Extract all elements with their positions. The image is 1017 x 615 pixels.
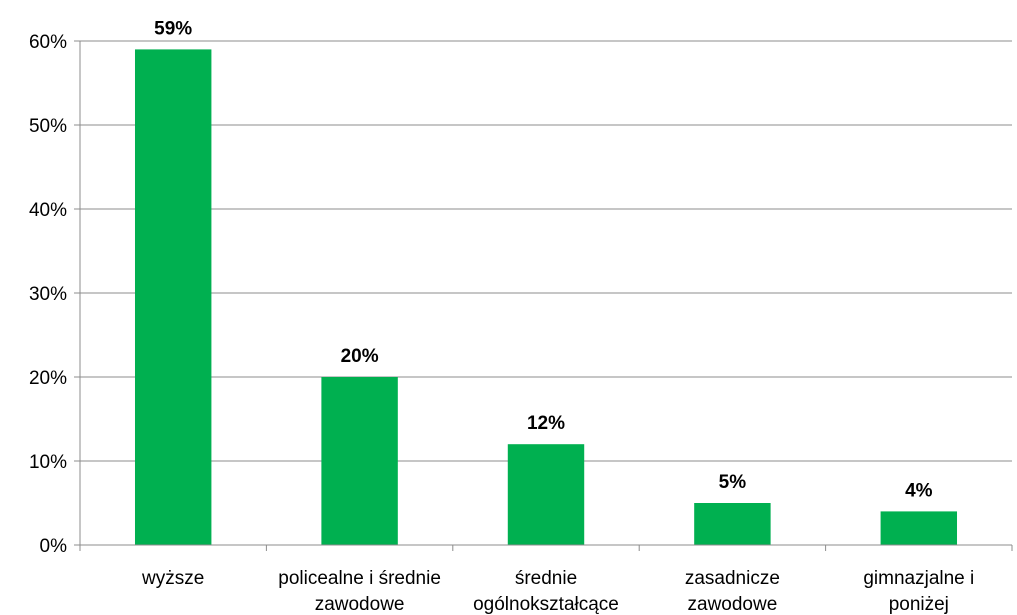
- category-label-line: zasadnicze: [685, 568, 780, 589]
- bar: [694, 503, 771, 545]
- category-labels: wyższe policealne i średnie zawodowe średni…: [141, 568, 974, 615]
- category-label-line: ogólnokształcące: [473, 594, 619, 615]
- category-label-line: zawodowe: [688, 594, 778, 615]
- data-labels: 59% 20% 12% 5% 4%: [154, 18, 932, 501]
- y-tick-label: 0%: [40, 536, 68, 557]
- category-label-line: wyższe: [141, 568, 204, 589]
- bar: [321, 377, 398, 545]
- category-label-line: gimnazjalne i: [863, 568, 974, 589]
- gridlines: [80, 40, 1012, 462]
- data-label: 59%: [154, 18, 192, 39]
- y-tick-label: 10%: [29, 452, 67, 473]
- category-label: wyższe: [141, 568, 204, 589]
- data-label: 12%: [527, 413, 565, 434]
- y-tick-label: 60%: [29, 32, 67, 53]
- category-label: gimnazjalne i poniżej: [863, 568, 974, 615]
- category-label-line: zawodowe: [315, 594, 405, 615]
- category-label: średnie ogólnokształcące: [473, 568, 619, 615]
- axes: [74, 40, 1013, 551]
- y-tick-label: 50%: [29, 116, 67, 137]
- category-label-line: średnie: [515, 568, 577, 589]
- data-label: 4%: [905, 480, 933, 501]
- bar: [507, 444, 585, 545]
- category-label-line: policealne i średnie: [278, 568, 441, 589]
- y-tick-label: 30%: [29, 284, 67, 305]
- y-tick-labels: 0% 10% 20% 30% 40% 50% 60%: [29, 32, 67, 557]
- category-label: policealne i średnie zawodowe: [278, 568, 441, 615]
- data-label: 20%: [341, 346, 379, 367]
- category-label: zasadnicze zawodowe: [685, 568, 780, 615]
- data-label: 5%: [719, 472, 747, 493]
- bar: [134, 49, 212, 546]
- y-tick-label: 40%: [29, 200, 67, 221]
- bar: [880, 511, 958, 545]
- bars: [134, 49, 958, 546]
- category-label-line: poniżej: [889, 594, 949, 615]
- y-tick-label: 20%: [29, 368, 67, 389]
